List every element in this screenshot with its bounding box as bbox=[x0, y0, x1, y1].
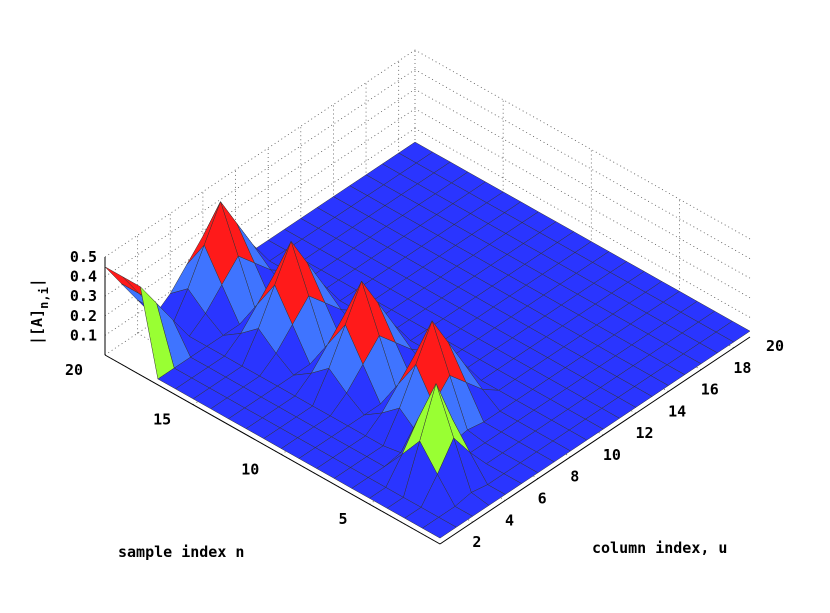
z-axis-label-subscript: n,i bbox=[37, 287, 51, 309]
side-wall-grid-line bbox=[414, 49, 751, 240]
y-tick-label: 20 bbox=[65, 361, 83, 379]
x-axis-label: column index, u bbox=[592, 539, 727, 557]
z-tick-label: 0.5 bbox=[70, 248, 97, 266]
side-wall-grid-line bbox=[414, 88, 751, 279]
z-axis-label: |[A]n,i| bbox=[28, 278, 51, 345]
z-tick-label: 0.2 bbox=[70, 307, 97, 325]
x-tick-label: 4 bbox=[505, 511, 514, 529]
x-tick-label: 2 bbox=[472, 533, 481, 551]
z-axis-label-close: | bbox=[28, 278, 47, 287]
y-axis-label: sample index n bbox=[118, 543, 244, 561]
y-tick-label: 5 bbox=[338, 510, 347, 528]
z-tick-label: 0.1 bbox=[70, 326, 97, 344]
x-tick-label: 12 bbox=[635, 424, 653, 442]
x-tick-label: 14 bbox=[668, 402, 686, 420]
x-tick-label: 16 bbox=[701, 381, 719, 399]
tick-labels: 2 4 6 8 10 12 14 16 18 20 5 10 15 20 0.10.2 0.30.4 0.5 bbox=[65, 248, 784, 551]
x-tick-label: 18 bbox=[733, 359, 751, 377]
y-axis-line bbox=[104, 354, 441, 545]
z-axis-label-main: |[A] bbox=[28, 309, 47, 345]
surface-patch bbox=[421, 517, 457, 539]
x-axis-line bbox=[439, 336, 751, 545]
z-tick-label: 0.4 bbox=[70, 268, 97, 286]
side-wall-grid-line bbox=[414, 128, 751, 318]
surface-mesh bbox=[104, 141, 751, 539]
x-tick-label: 10 bbox=[603, 446, 621, 464]
x-tick-label: 20 bbox=[766, 337, 784, 355]
y-tick-label: 10 bbox=[241, 460, 259, 478]
z-tick-label: 0.3 bbox=[70, 287, 97, 305]
surface-patch bbox=[104, 266, 140, 294]
side-wall-grid-line bbox=[414, 69, 751, 259]
svg-text:|[A]n,i|: |[A]n,i| bbox=[28, 278, 51, 345]
x-tick-label: 8 bbox=[570, 468, 579, 486]
y-tick-label: 15 bbox=[153, 411, 171, 429]
x-tick-label: 6 bbox=[538, 490, 547, 508]
side-wall-grid-line bbox=[414, 108, 751, 299]
